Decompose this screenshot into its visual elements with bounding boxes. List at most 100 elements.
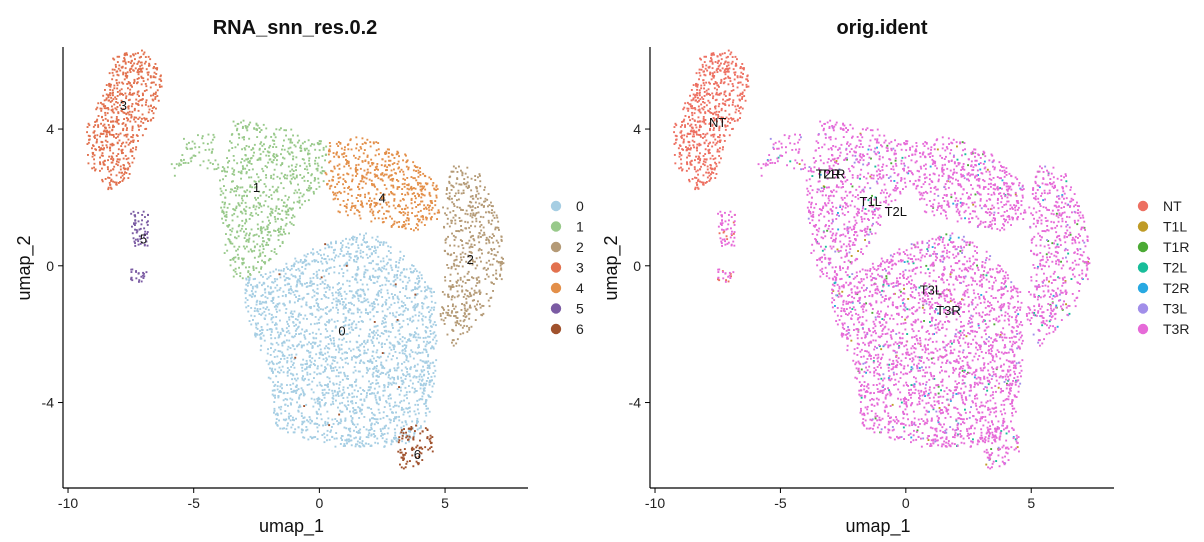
cell-point (420, 192, 423, 195)
cell-point (335, 325, 337, 328)
cell-point (302, 272, 305, 275)
cell-point (388, 374, 390, 377)
cell-point (274, 413, 277, 416)
cell-point (496, 251, 499, 254)
cell-point (462, 256, 465, 258)
cell-point (346, 214, 349, 217)
cell-point (392, 184, 395, 187)
cell-point (429, 200, 432, 202)
cell-point (402, 310, 405, 313)
cell-point (422, 302, 425, 305)
cell-point (354, 361, 357, 364)
cell-point (264, 262, 266, 265)
cell-point (367, 245, 370, 248)
cell-point (239, 171, 242, 174)
cell-point (116, 101, 119, 104)
cell-point (397, 319, 400, 322)
cell-point (317, 181, 320, 184)
cell-point (331, 292, 334, 294)
cell-point (329, 160, 332, 163)
cell-point (404, 452, 407, 455)
cell-point (334, 326, 337, 329)
cell-point (330, 365, 332, 368)
cell-point (405, 268, 408, 271)
cell-point (369, 393, 371, 395)
cell-point (275, 253, 278, 255)
cell-point (130, 278, 132, 281)
cell-point (266, 225, 269, 228)
cell-point (340, 295, 343, 297)
cell-point (305, 330, 308, 332)
cell-point (226, 249, 229, 252)
cell-point (418, 375, 421, 378)
cell-point (236, 253, 239, 256)
cell-point (190, 160, 193, 163)
cell-point (256, 223, 259, 226)
cell-point (367, 429, 370, 432)
cell-point (141, 104, 144, 107)
cell-point (370, 279, 372, 281)
cell-point (249, 213, 252, 216)
cell-point (149, 86, 152, 89)
cell-point (223, 206, 226, 209)
cell-point (365, 311, 367, 314)
cell-point (272, 270, 275, 273)
cell-point (457, 279, 459, 282)
cell-point (351, 385, 354, 388)
cell-point (276, 355, 279, 358)
cell-point (268, 188, 271, 191)
cell-point (349, 410, 351, 413)
cell-point (343, 187, 346, 189)
cell-point (421, 391, 424, 394)
cell-point (472, 238, 475, 240)
cell-point (462, 315, 465, 317)
cell-point (348, 253, 351, 255)
cell-point (381, 366, 384, 369)
cell-point (411, 386, 414, 389)
cell-point (295, 156, 298, 159)
cell-point (311, 346, 314, 349)
cell-point (402, 214, 405, 217)
cell-point (316, 398, 319, 400)
cell-point (334, 192, 337, 195)
cell-point (300, 387, 303, 390)
cell-point (376, 163, 379, 165)
cell-point (433, 365, 436, 368)
cell-point (411, 454, 414, 457)
cell-point (277, 370, 279, 373)
cell-point (239, 272, 242, 275)
cell-point (317, 156, 320, 159)
cell-point (452, 210, 455, 212)
cell-point (159, 75, 162, 78)
cell-point (382, 241, 385, 244)
cell-point (376, 382, 379, 385)
cell-point (419, 432, 422, 435)
cell-point (368, 304, 371, 307)
cell-point (278, 371, 281, 374)
cell-point (413, 187, 415, 189)
cell-point (319, 333, 322, 335)
cell-point (415, 456, 418, 459)
cell-point (499, 274, 501, 277)
cell-point (361, 342, 363, 345)
cell-point (307, 172, 310, 174)
cell-point (419, 167, 421, 170)
cell-point (390, 174, 393, 176)
cell-point (250, 323, 253, 326)
cell-point (283, 148, 286, 151)
cell-point (360, 204, 363, 206)
cell-point (136, 238, 139, 241)
cell-point (232, 120, 235, 123)
cell-point (391, 323, 394, 325)
cell-point (259, 300, 261, 303)
cell-point (105, 133, 108, 136)
cell-point (441, 291, 444, 293)
cell-point (384, 373, 387, 376)
cell-point (316, 298, 319, 300)
cell-point (313, 282, 315, 285)
cell-point (248, 190, 251, 193)
cell-point (141, 274, 144, 277)
cell-point (236, 129, 238, 132)
cell-point (287, 277, 289, 279)
cell-point (453, 195, 456, 197)
